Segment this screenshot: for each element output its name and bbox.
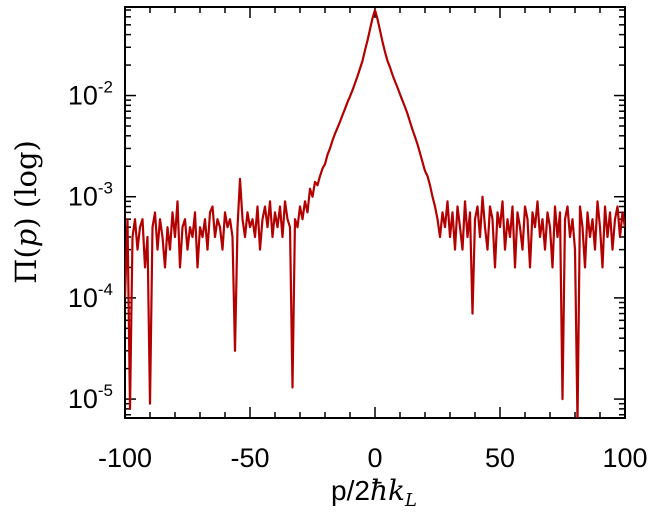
x-axis-tick-labels: -100 -50 0 50 100 (98, 443, 648, 473)
y-tick-label: 10-3 (68, 179, 113, 212)
x-tick-label: -100 (98, 443, 152, 473)
series-layer (125, 8, 625, 418)
axis-ticks (124, 7, 626, 418)
y-axis-label: Π(p) (log) (9, 140, 43, 284)
plot-frame (124, 6, 626, 419)
y-axis-tick-labels: 10-2 10-3 10-4 10-5 (68, 78, 113, 415)
series-line-0 (125, 8, 625, 418)
x-tick-label: 0 (367, 443, 382, 473)
x-tick-label: 50 (485, 443, 515, 473)
x-tick-label: -50 (230, 443, 269, 473)
x-tick-label: 100 (602, 443, 647, 473)
y-tick-label: 10-5 (68, 381, 113, 414)
y-tick-label: 10-2 (68, 78, 113, 111)
x-axis-label: p/2ħkL (331, 474, 417, 511)
plot-area (124, 6, 626, 419)
y-tick-label: 10-4 (68, 280, 113, 313)
